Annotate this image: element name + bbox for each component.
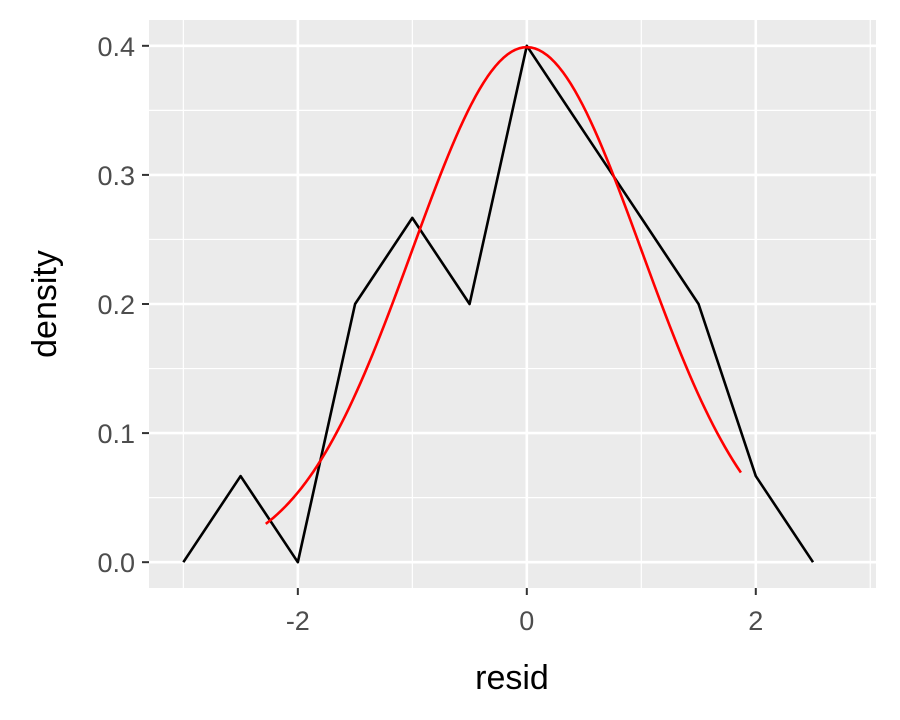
y-axis-title: density: [26, 250, 64, 358]
x-tick-label: 2: [748, 606, 763, 636]
y-tick-label: 0.0: [97, 548, 135, 578]
x-tick-label: 0: [519, 606, 534, 636]
normal-density-curve: [264, 45, 742, 525]
empirical-density-line: [182, 44, 815, 564]
y-tick-label: 0.1: [97, 419, 135, 449]
axis-ticks: -2 0 2 0.0 0.1 0.2 0.3 0.4: [97, 32, 763, 636]
x-tick-label: -2: [286, 606, 310, 636]
series-layer: [182, 44, 815, 564]
x-axis-title: resid: [475, 659, 549, 697]
y-tick-label: 0.2: [97, 290, 135, 320]
y-tick-label: 0.3: [97, 161, 135, 191]
grid-lines: [149, 20, 876, 588]
y-tick-label: 0.4: [97, 32, 135, 62]
